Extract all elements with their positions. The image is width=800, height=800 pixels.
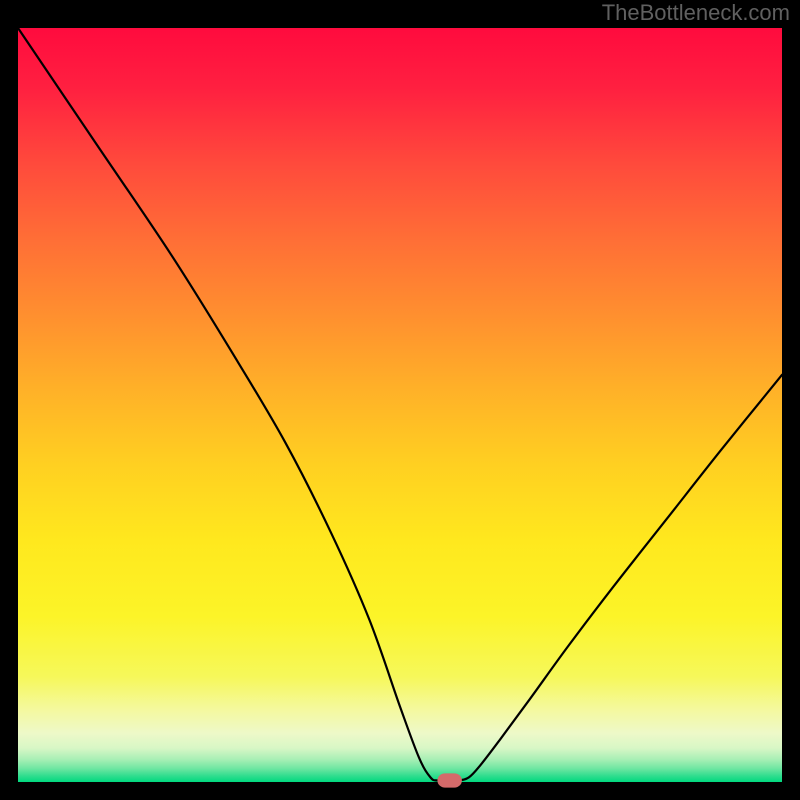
- optimal-marker: [437, 773, 461, 787]
- attribution-text: TheBottleneck.com: [602, 0, 790, 26]
- chart-svg: [0, 0, 800, 800]
- chart-wrapper: TheBottleneck.com: [0, 0, 800, 800]
- plot-background: [18, 28, 782, 782]
